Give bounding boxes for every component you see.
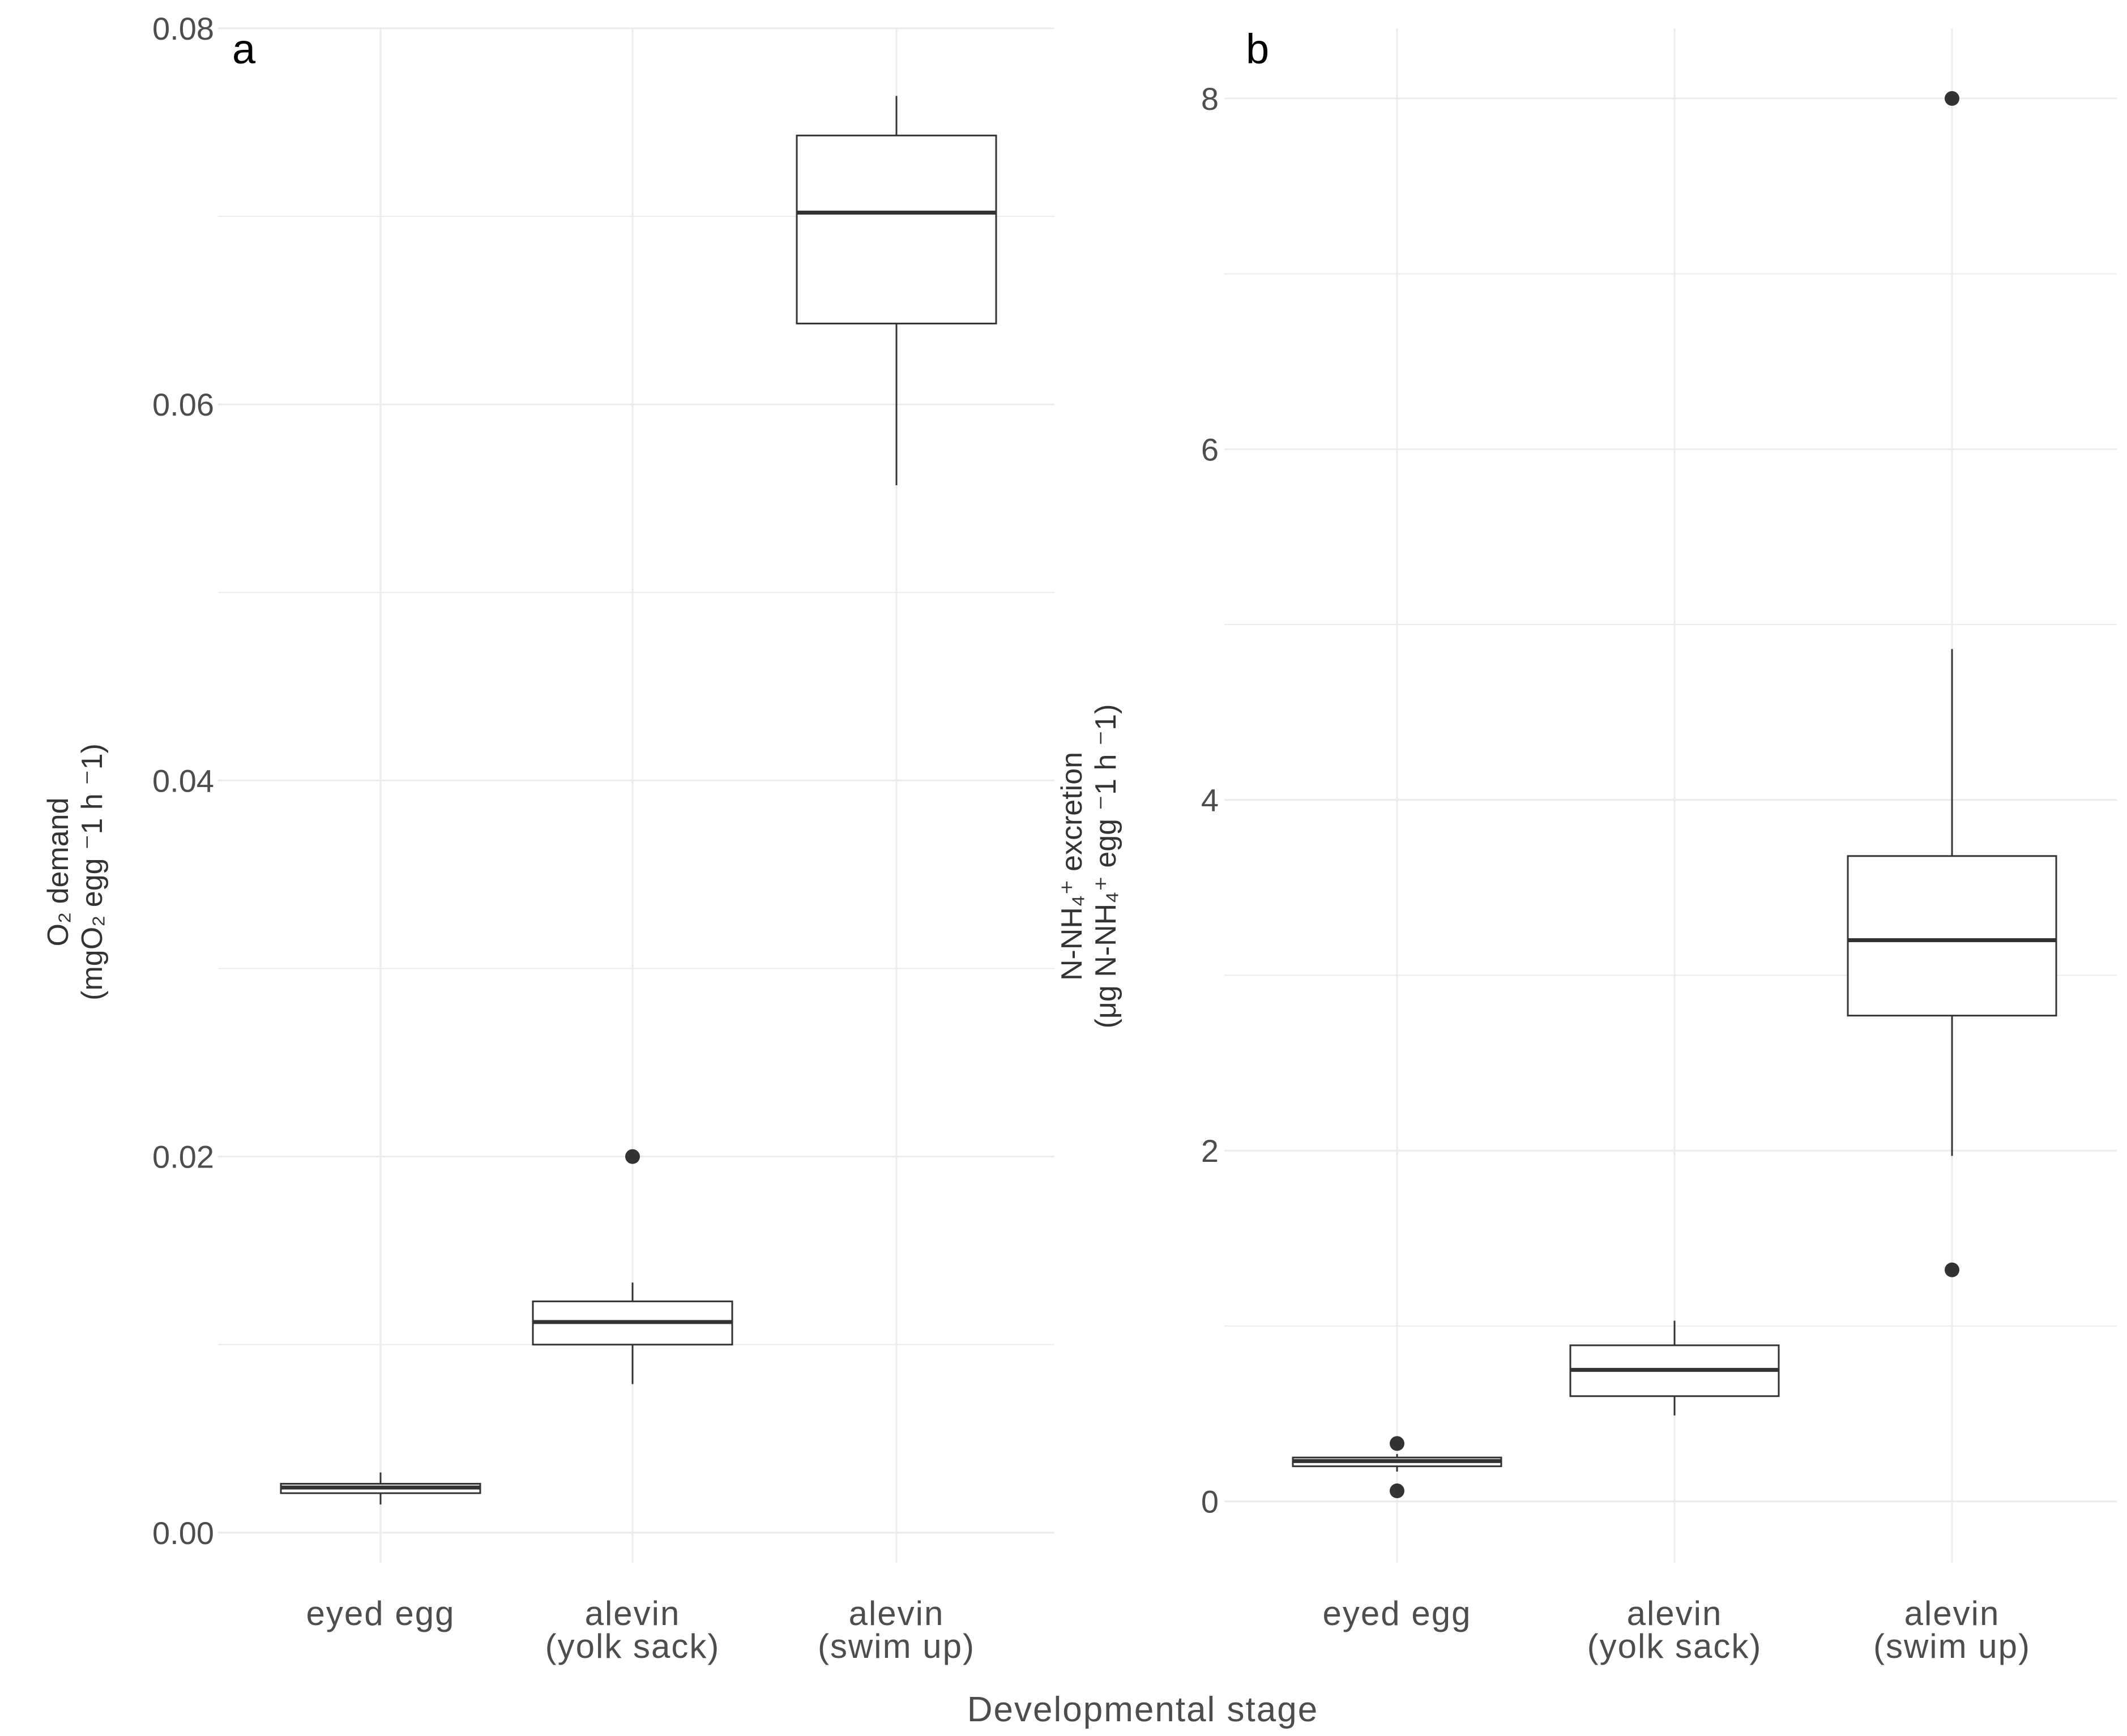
panel-a-boxes [280, 96, 997, 1505]
panel-b-y-tick-label-1: 2 [1201, 1133, 1219, 1169]
panel-a-y-axis-label-line1: O₂ demand [42, 798, 75, 947]
x-axis-title: Developmental stage [967, 1690, 1318, 1729]
panel-b-x-tick-label-0-line1: eyed egg [1323, 1594, 1472, 1632]
panel-b-outlier-2-1 [1945, 1262, 1959, 1277]
panel-b-box-2 [1847, 855, 2057, 1017]
panel-b-y-axis-label-line1: N-NH₄⁺ excretion [1056, 752, 1088, 981]
panel-a-letter: a [232, 25, 256, 72]
panel-b-grid [1224, 28, 2117, 1563]
panel-a-x-ticks: eyed egg alevin(yolk sack)alevin(swim up) [306, 1594, 975, 1665]
panel-b-x-tick-label-2-line1: alevin [1904, 1594, 2000, 1632]
panel-a-outlier-1-0 [625, 1149, 640, 1164]
panel-b-outlier-2-0 [1945, 91, 1959, 106]
panel-b-x-ticks: eyed egg alevin(yolk sack)alevin(swim up) [1323, 1594, 2031, 1665]
panel-b-y-tick-label-2: 4 [1201, 783, 1219, 818]
panel-b-boxes [1292, 91, 2057, 1499]
panel-a-y-axis-label-line2: (mgO₂ egg ⁻1 h ⁻1) [76, 743, 109, 1000]
panel-a: 0.000.020.040.060.08 eyed egg alevin(yolk… [42, 11, 1054, 1665]
panel-b-x-tick-label-2-line2: (swim up) [1873, 1627, 2031, 1665]
panel-a-x-tick-label-1-line2: (yolk sack) [545, 1627, 720, 1665]
panel-a-y-tick-label-0: 0.00 [152, 1515, 214, 1551]
panel-b-y-ticks: 0 2 4 6 8 [1201, 81, 1219, 1520]
panel-b-y-tick-label-3: 6 [1201, 431, 1219, 467]
panel-a-box-2 [796, 134, 997, 324]
panel-b-x-tick-label-1-line1: alevin [1627, 1594, 1723, 1632]
panel-a-x-tick-label-2-line2: (swim up) [818, 1627, 975, 1665]
panel-b-y-tick-label-0: 0 [1201, 1484, 1219, 1520]
panel-a-x-tick-label-2-line1: alevin [849, 1594, 945, 1632]
panel-a-x-tick-label-0-line1: eyed egg [306, 1594, 455, 1632]
panel-b-y-tick-label-4: 8 [1201, 81, 1219, 117]
panel-a-x-tick-label-1-line1: alevin [585, 1594, 681, 1632]
panel-b-x-tick-label-1-line2: (yolk sack) [1587, 1627, 1762, 1665]
panel-b-y-axis-label-line2: (μg N-NH₄⁺ egg ⁻1 h ⁻1) [1090, 704, 1122, 1029]
panel-a-y-tick-label-3: 0.06 [152, 387, 214, 422]
panel-a-y-tick-label-2: 0.04 [152, 763, 214, 798]
panel-b-outlier-0-1 [1390, 1483, 1404, 1499]
panel-a-y-tick-label-4: 0.08 [152, 11, 214, 46]
panel-b-letter: b [1246, 25, 1269, 72]
panel-b-outlier-0-0 [1390, 1436, 1404, 1451]
panel-a-y-tick-label-1: 0.02 [152, 1139, 214, 1175]
panel-a-y-ticks: 0.00 0.02 0.04 0.06 0.08 [152, 11, 214, 1551]
